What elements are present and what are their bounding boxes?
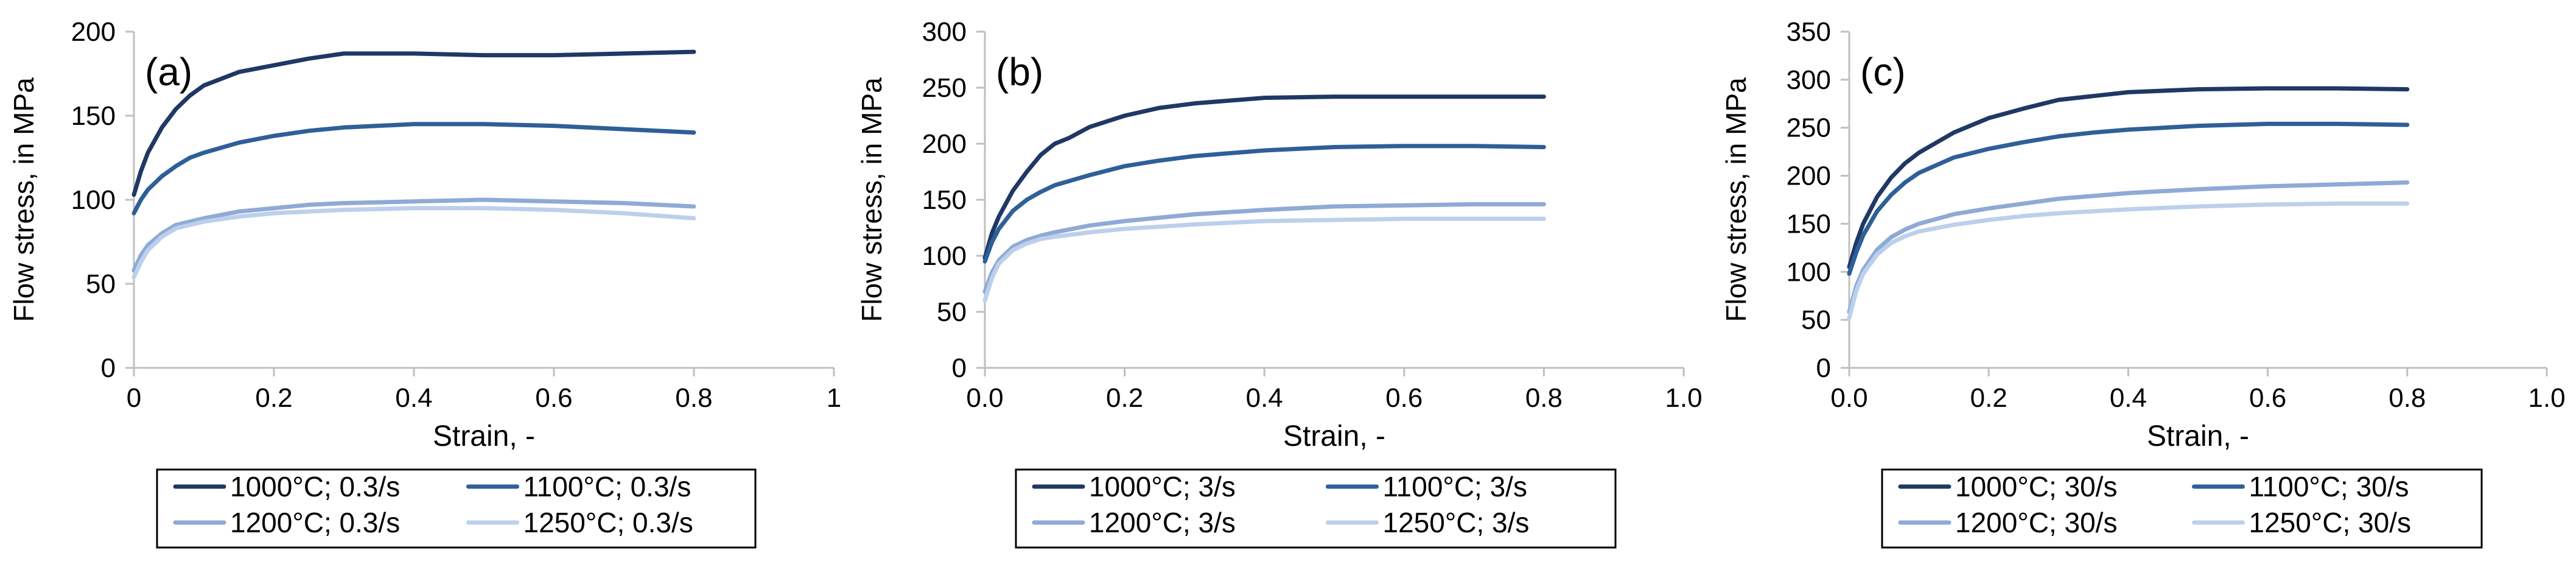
y-axis-title: Flow stress, in MPa (8, 77, 40, 322)
legend-label-3: 1250°C; 3/s (1383, 507, 1530, 538)
series-line-1 (982, 144, 1546, 264)
y-tick-label: 0 (101, 353, 116, 383)
y-tick-label: 50 (1801, 305, 1831, 335)
x-tick-label: 0.2 (255, 383, 292, 413)
y-tick-label: 200 (71, 17, 116, 47)
x-tick-label: 0.2 (1970, 383, 2007, 413)
y-tick-label: 300 (922, 17, 967, 47)
x-tick-label: 0.8 (675, 383, 712, 413)
y-tick-label: 100 (922, 241, 967, 271)
y-tick-label: 0 (952, 353, 967, 383)
x-tick-label: 0.8 (1525, 383, 1563, 413)
legend-label-1: 1100°C; 0.3/s (523, 471, 691, 502)
y-tick-label: 100 (1787, 257, 1831, 287)
y-tick-label: 300 (1787, 65, 1831, 95)
x-tick-label: 1.0 (1665, 383, 1702, 413)
y-tick-label: 200 (1787, 161, 1831, 191)
legend-box (156, 468, 757, 549)
x-tick-label: 0.0 (1830, 383, 1867, 413)
x-tick-label: 0.4 (1246, 383, 1283, 413)
x-tick-label: 0.4 (2110, 383, 2147, 413)
y-axis-title: Flow stress, in MPa (856, 77, 887, 322)
series-line-2 (982, 202, 1546, 294)
legend-box (1881, 468, 2483, 549)
y-tick-label: 150 (71, 101, 116, 131)
series-line-2 (131, 197, 696, 273)
series-line-1 (1847, 121, 2410, 276)
x-tick-label: 0 (127, 383, 141, 413)
series-line-3 (1847, 201, 2410, 320)
series-line-3 (982, 216, 1546, 303)
y-tick-label: 150 (1787, 209, 1831, 239)
x-tick-label: 0.4 (395, 383, 432, 413)
series-line-3 (131, 206, 696, 280)
x-tick-label: 0.2 (1106, 383, 1143, 413)
legend: 1000°C; 3/s 1100°C; 3/s 1200°C; 3/s 1250°C;… (1015, 468, 1617, 549)
legend: 1000°C; 30/s 1100°C; 30/s 1200°C; 30/s 1250… (1881, 468, 2483, 549)
y-tick-label: 250 (1787, 113, 1831, 143)
x-tick-label: 0.6 (2249, 383, 2286, 413)
x-tick-label: 0.0 (966, 383, 1003, 413)
panel-label: (b) (996, 50, 1043, 94)
y-tick-label: 100 (71, 185, 116, 215)
legend-label-2: 1200°C; 30/s (1955, 507, 2117, 538)
y-tick-label: 50 (937, 297, 967, 327)
series-line-0 (982, 94, 1546, 261)
legend-label-3: 1250°C; 0.3/s (523, 507, 693, 538)
x-tick-label: 0.8 (2389, 383, 2426, 413)
y-tick-label: 0 (1816, 353, 1831, 383)
x-tick-label: 0.6 (535, 383, 572, 413)
panel-b: 0.0 0.2 0.4 0.6 0.8 1.0 0 50 100 150 200 250 300 Stra… (856, 17, 1703, 549)
legend-label-3: 1250°C; 30/s (2249, 507, 2411, 538)
legend-label-1: 1100°C; 30/s (2249, 471, 2409, 502)
x-tick-label: 0.6 (1385, 383, 1423, 413)
legend-label-1: 1100°C; 3/s (1383, 471, 1527, 502)
x-tick-label: 1 (827, 383, 841, 413)
y-tick-label: 250 (922, 73, 967, 103)
series-line-1 (131, 122, 696, 216)
y-tick-label: 50 (86, 269, 116, 299)
x-axis-title: Strain, - (2147, 420, 2249, 453)
legend-label-2: 1200°C; 3/s (1089, 507, 1236, 538)
panel-label: (a) (145, 50, 192, 94)
x-axis-title: Strain, - (433, 420, 535, 453)
legend-box (1015, 468, 1617, 549)
y-axis-title: Flow stress, in MPa (1720, 77, 1752, 322)
legend-label-0: 1000°C; 30/s (1955, 471, 2117, 502)
series-line-2 (1847, 180, 2410, 314)
series-line-0 (1847, 86, 2410, 269)
x-axis-title: Strain, - (1283, 420, 1385, 453)
legend-label-0: 1000°C; 3/s (1089, 471, 1236, 502)
legend: 1000°C; 0.3/s 1100°C; 0.3/s 1200°C; 0.3/s 1… (156, 468, 757, 549)
legend-label-2: 1200°C; 0.3/s (230, 507, 400, 538)
x-tick-label: 1.0 (2528, 383, 2565, 413)
y-tick-label: 150 (922, 185, 967, 215)
panel-a: 0 0.2 0.4 0.6 0.8 1 0 50 100 150 200 Strain, - Flow … (8, 17, 841, 549)
series-line-0 (131, 49, 696, 197)
y-tick-label: 200 (922, 129, 967, 159)
y-tick-label: 350 (1787, 17, 1831, 47)
panel-c: 0.0 0.2 0.4 0.6 0.8 1.0 0 50 100 150 200 250 300 350 S… (1720, 17, 2566, 549)
panel-label: (c) (1860, 50, 1906, 94)
legend-label-0: 1000°C; 0.3/s (230, 471, 400, 502)
